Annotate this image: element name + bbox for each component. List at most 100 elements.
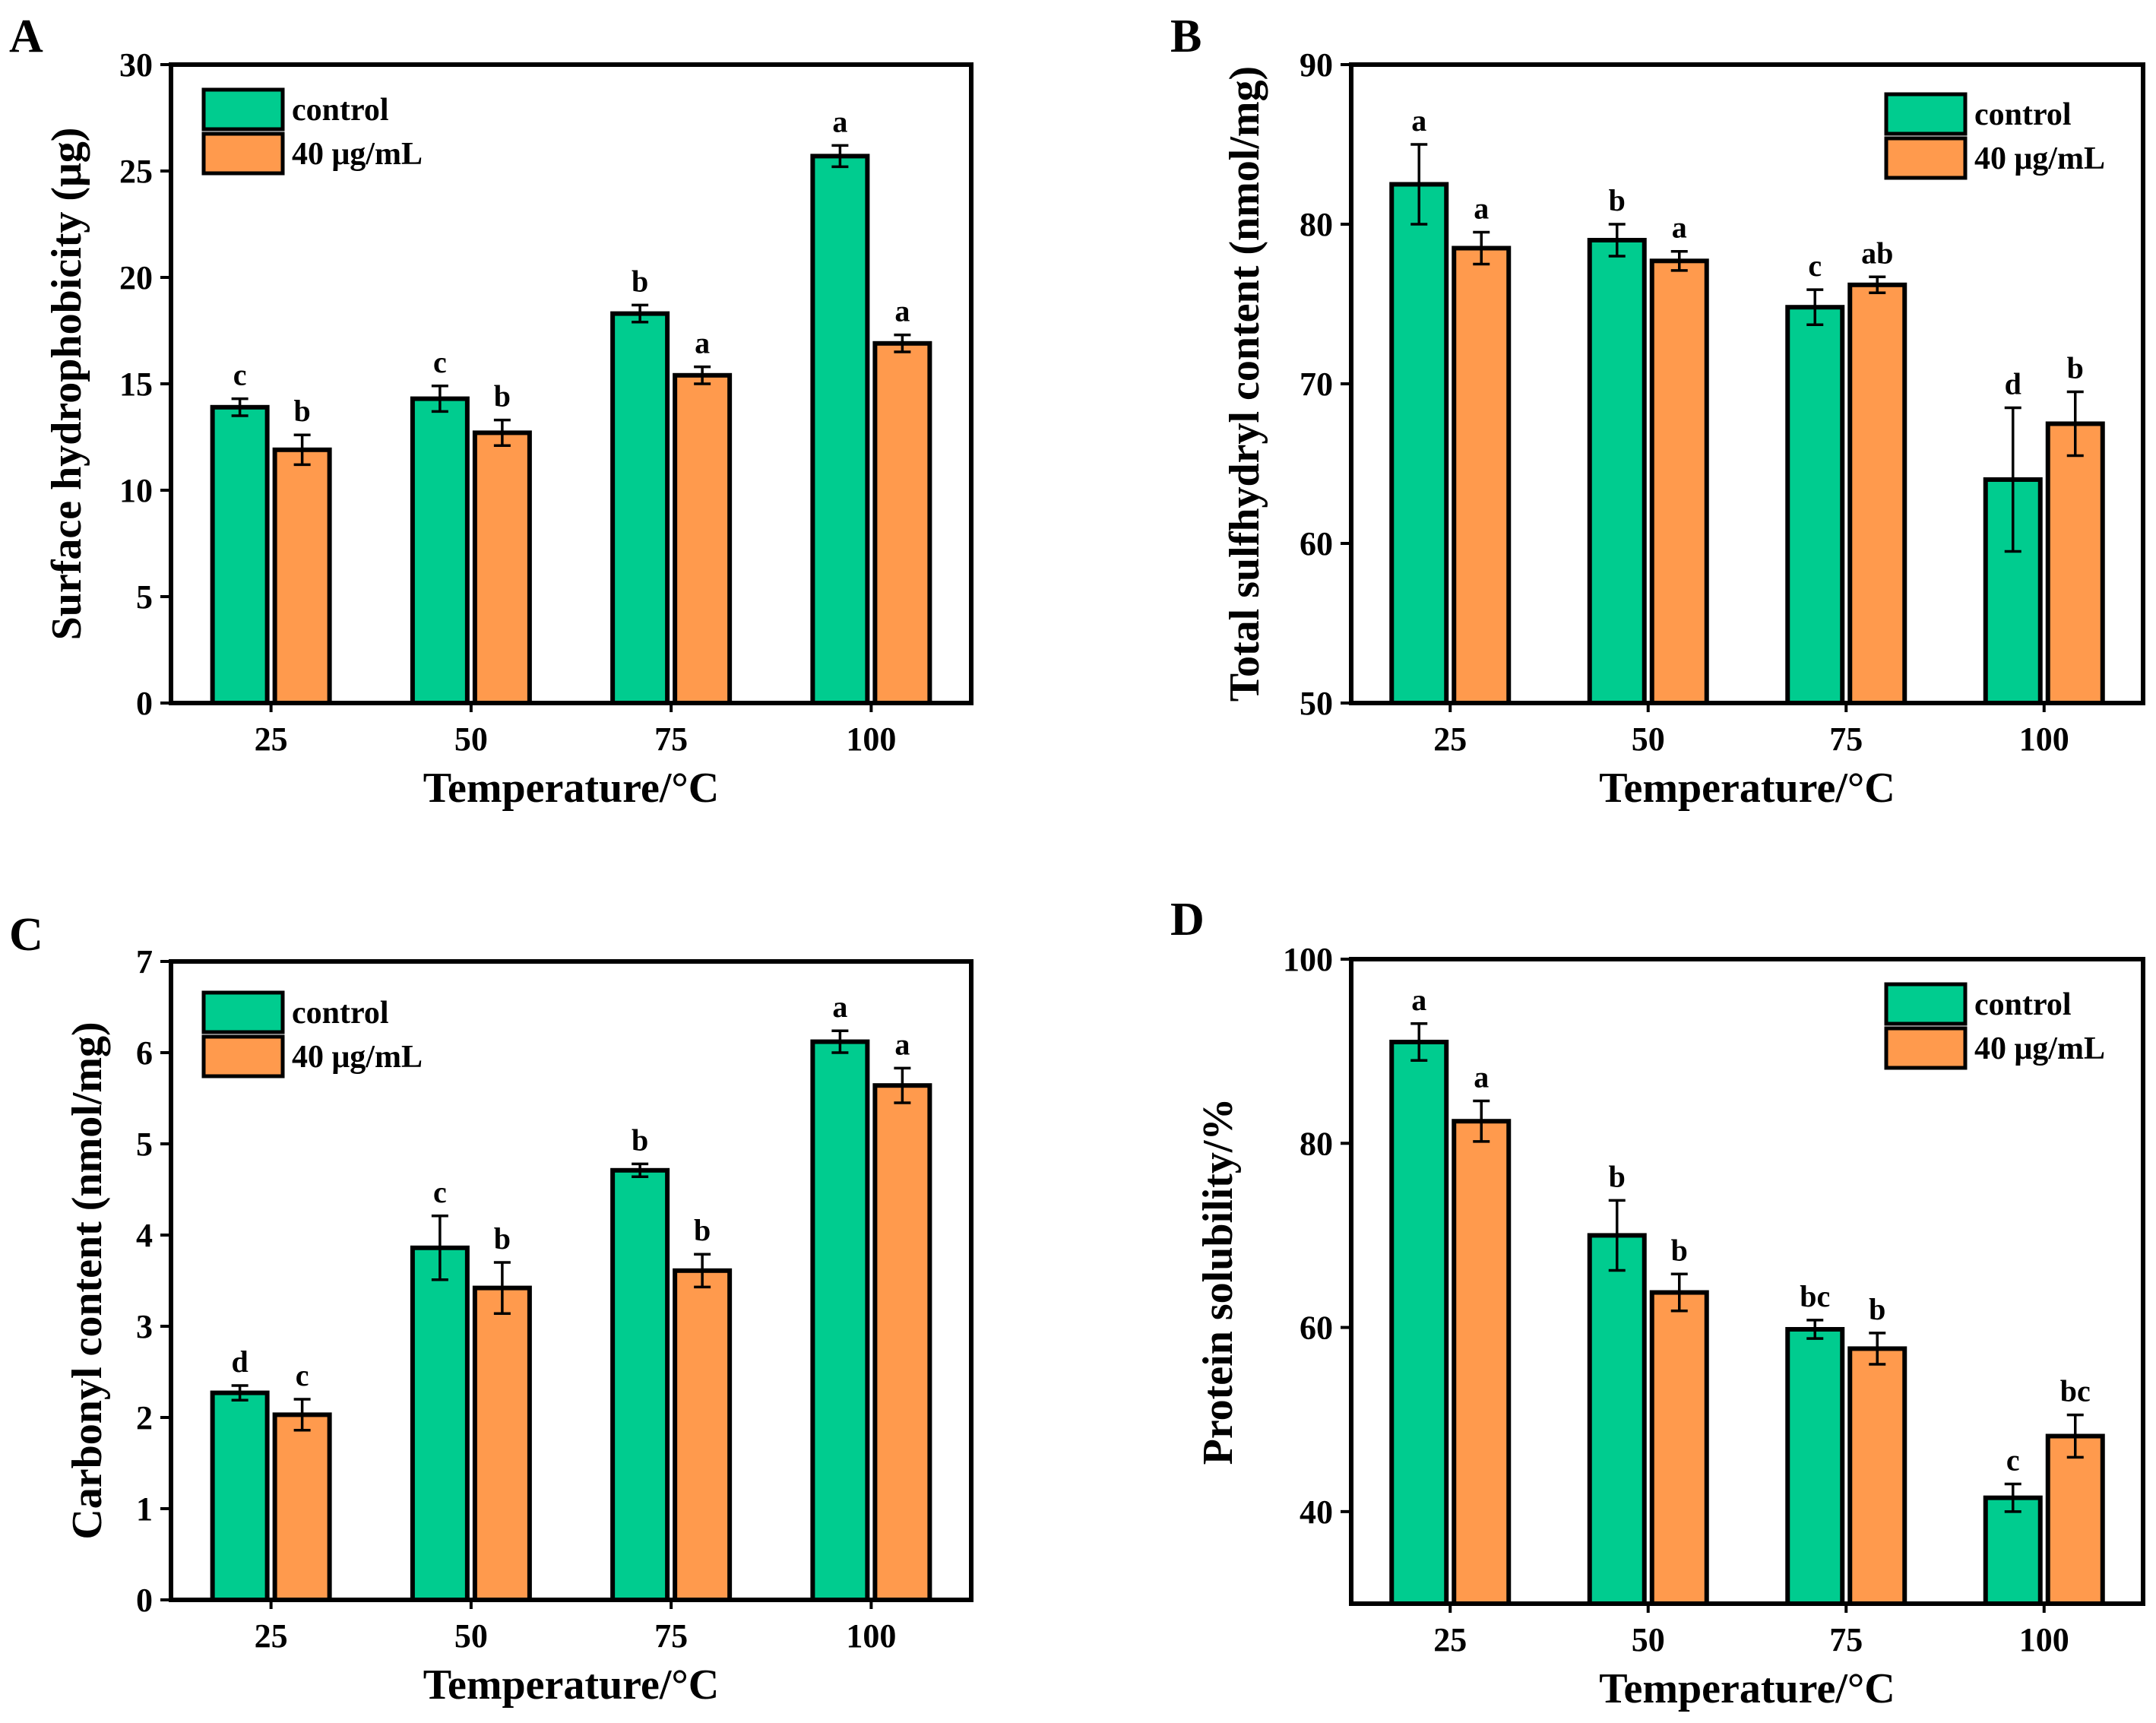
legend-swatch-control — [201, 990, 285, 1034]
error-bar-treated-50 — [1670, 249, 1688, 272]
significance-label: b — [632, 264, 648, 298]
error-bar-control-25 — [231, 1384, 249, 1402]
panel-letter: A — [9, 11, 43, 62]
significance-label: a — [894, 294, 910, 328]
y-tick-label: 5 — [136, 1126, 153, 1163]
error-bar-control-100 — [831, 1029, 849, 1054]
significance-label: b — [2067, 351, 2084, 385]
legend: control 40 μg/mL — [201, 990, 423, 1078]
significance-label: a — [1411, 983, 1426, 1017]
significance-label: b — [1671, 1233, 1688, 1267]
y-tick-label: 20 — [119, 259, 153, 296]
y-tick-label: 4 — [136, 1217, 153, 1254]
significance-label: b — [694, 1213, 711, 1247]
error-bar-control-50 — [1608, 223, 1626, 258]
bar-control-50 — [1587, 238, 1647, 705]
error-bar-control-100 — [831, 144, 849, 169]
y-tick-label: 60 — [1300, 525, 1333, 562]
x-tick-label: 50 — [1632, 1621, 1665, 1658]
chart-panel-c: Cd c 25 c b 50 b b 75 a a 100 0 1 2 3 4 5 6 7 Temperature/°C… — [9, 909, 974, 1709]
significance-label: a — [832, 104, 847, 138]
bar-treated-25 — [272, 447, 332, 705]
y-tick-label: 100 — [1283, 941, 1333, 978]
panel-letter: C — [9, 909, 43, 961]
x-tick-label: 25 — [1433, 1621, 1467, 1658]
significance-label: b — [1609, 183, 1626, 217]
bar-treated-100 — [2045, 421, 2105, 705]
y-tick-label: 3 — [136, 1308, 153, 1345]
significance-label: c — [296, 1358, 309, 1392]
y-tick-label: 2 — [136, 1399, 153, 1436]
error-bar-control-75 — [1806, 1319, 1824, 1340]
bar-treated-100 — [2045, 1433, 2105, 1607]
significance-label: bc — [1800, 1279, 1830, 1313]
significance-label: c — [1808, 249, 1822, 283]
bar-treated-50 — [472, 1285, 532, 1602]
bar-control-75 — [1785, 305, 1845, 705]
chart-panel-d: Da a 25 b b 50 bc b 75 c bc 100 40 60 80 100 Temperature… — [1170, 894, 2145, 1712]
legend-label: 40 μg/mL — [1974, 1031, 2105, 1066]
bar-control-100 — [810, 1039, 870, 1602]
significance-label: c — [233, 358, 247, 392]
bar-control-25 — [210, 1390, 270, 1602]
error-bar-control-100 — [2004, 406, 2021, 553]
error-bar-treated-25 — [1473, 230, 1490, 266]
error-bar-treated-100 — [894, 1066, 911, 1104]
legend-label: 40 μg/mL — [292, 137, 423, 172]
error-bar-control-50 — [431, 385, 448, 413]
y-tick-label: 80 — [1300, 1125, 1333, 1162]
bar-control-100 — [1983, 1495, 2043, 1606]
x-axis-title: Temperature/°C — [1599, 765, 1895, 812]
error-bar-treated-75 — [694, 365, 711, 385]
error-bar-treated-100 — [894, 333, 911, 353]
bar-control-50 — [410, 1245, 470, 1603]
y-tick-label: 60 — [1300, 1310, 1333, 1347]
legend-swatch-control — [1884, 92, 1968, 136]
error-bar-control-25 — [1410, 143, 1428, 226]
error-bar-treated-75 — [1869, 1332, 1886, 1366]
error-bar-control-50 — [1608, 1199, 1626, 1272]
error-bar-control-75 — [632, 1162, 649, 1178]
legend-swatch-treated — [201, 1034, 285, 1078]
x-tick-label: 100 — [846, 721, 896, 758]
error-bar-treated-25 — [293, 1398, 311, 1432]
bar-treated-75 — [673, 372, 733, 705]
error-bar-treated-100 — [2066, 390, 2084, 458]
y-tick-label: 40 — [1300, 1493, 1333, 1531]
legend-swatch-treated — [1884, 1026, 1968, 1070]
bar-treated-50 — [1649, 258, 1709, 705]
error-bar-treated-25 — [293, 433, 311, 467]
x-axis-title: Temperature/°C — [423, 1661, 719, 1709]
bar-control-75 — [610, 1167, 670, 1603]
y-tick-label: 6 — [136, 1034, 153, 1072]
legend-label: 40 μg/mL — [292, 1040, 423, 1075]
bar-treated-75 — [1847, 282, 1907, 705]
legend-label: control — [292, 93, 389, 128]
error-bar-treated-25 — [1473, 1099, 1490, 1143]
bar-control-50 — [1587, 1233, 1647, 1607]
bar-control-100 — [810, 154, 870, 705]
y-tick-label: 15 — [119, 366, 153, 403]
bar-treated-75 — [1847, 1346, 1907, 1607]
significance-label: b — [632, 1123, 648, 1157]
significance-label: b — [1869, 1292, 1885, 1326]
legend-label: control — [1974, 97, 2072, 132]
panel-letter: D — [1170, 894, 1205, 945]
significance-label: a — [1474, 192, 1489, 226]
x-tick-label: 100 — [2019, 721, 2069, 758]
significance-label: d — [2005, 367, 2021, 401]
bar-control-25 — [1389, 182, 1449, 705]
significance-label: a — [1672, 211, 1687, 245]
x-tick-label: 25 — [255, 1617, 288, 1655]
bar-treated-25 — [272, 1412, 332, 1603]
error-bar-control-50 — [431, 1215, 448, 1281]
significance-label: ab — [1861, 236, 1893, 270]
y-tick-label: 25 — [119, 153, 153, 190]
legend-label: control — [292, 996, 389, 1031]
significance-label: a — [1474, 1060, 1489, 1094]
significance-label: b — [294, 394, 311, 428]
x-tick-label: 50 — [1632, 721, 1665, 758]
legend-swatch-control — [1884, 982, 1968, 1026]
panel-letter: B — [1170, 11, 1201, 62]
significance-label: b — [494, 1221, 511, 1256]
